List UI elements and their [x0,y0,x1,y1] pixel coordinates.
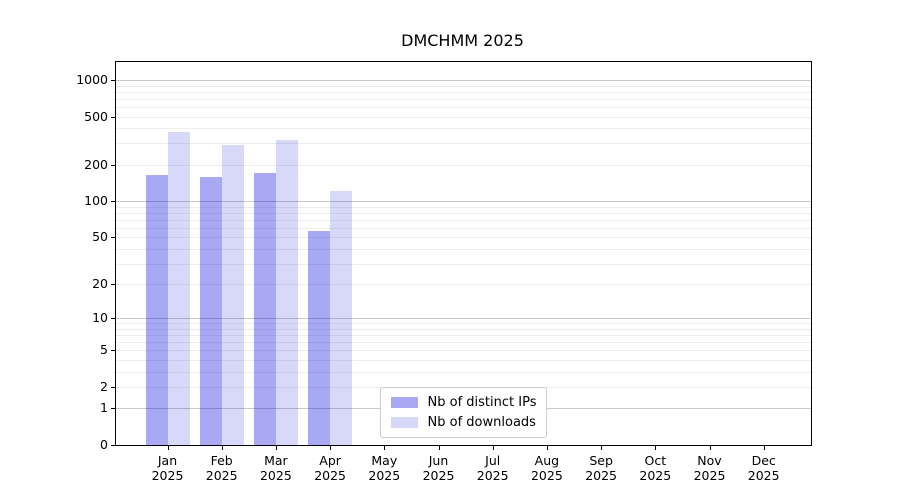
gridline [116,106,811,108]
y-tick-label: 1000 [76,72,108,87]
gridline [116,284,811,286]
legend-swatch-icon [390,417,418,428]
legend-label: Nb of downloads [427,415,536,430]
gridline [116,143,811,145]
y-tick-label: 50 [92,229,108,245]
gridline [116,206,811,208]
x-tick-label: Oct 2025 [639,453,672,483]
y-tick [111,445,115,446]
x-tick-label: Jun 2025 [422,453,455,483]
x-tick [601,446,603,450]
y-tick-label: 1 [100,400,108,416]
bar-downloads-mar [275,140,298,445]
x-tick [330,446,332,450]
chart-title: DMCHMM 2025 [401,31,524,50]
y-tick-label: 200 [84,156,108,172]
y-tick-label: 500 [84,108,108,124]
x-tick-label: Nov 2025 [693,453,726,483]
x-tick-label: Jul 2025 [476,453,509,483]
y-tick [111,350,115,352]
gridline [116,201,811,203]
gridline [116,85,811,87]
x-tick-label: May 2025 [368,453,401,483]
gridline [116,212,811,214]
x-tick [221,446,223,450]
gridline [116,237,811,239]
y-tick [111,387,115,388]
y-tick-label: 2 [100,379,108,394]
bar-distinct-ips-jan [145,174,168,445]
legend: Nb of distinct IPs Nb of downloads [379,387,548,438]
legend-item: Nb of distinct IPs [390,395,537,410]
bar-downloads-feb [221,145,244,445]
y-tick [111,408,115,410]
x-tick [438,446,440,450]
legend-label: Nb of distinct IPs [427,395,537,410]
gridline [116,323,811,325]
y-tick-label: 10 [92,310,108,326]
x-tick [709,446,711,450]
y-tick [111,164,115,166]
x-tick [275,446,277,450]
y-tick [111,237,115,239]
bar-downloads-apr [330,191,353,445]
gridline [116,318,811,320]
gridline [116,342,811,344]
x-tick-label: Aug 2025 [530,453,563,483]
gridline [116,335,811,337]
legend-swatch-icon [390,397,418,408]
x-tick-label: Mar 2025 [259,453,292,483]
gridline [116,219,811,221]
gridline [116,227,811,229]
x-tick-label: Sep 2025 [585,453,617,483]
gridline [116,98,811,100]
x-tick [546,446,548,450]
x-tick-label: Feb 2025 [205,453,238,483]
x-tick [655,446,657,450]
gridline [116,248,811,250]
gridline [116,116,811,118]
gridline [116,128,811,130]
gridline [116,164,811,166]
bar-distinct-ips-apr [308,231,331,445]
x-tick-label: Dec 2025 [747,453,780,483]
y-tick [111,284,115,286]
x-tick-label: Apr 2025 [314,453,346,483]
x-tick [384,446,386,450]
gridline [116,328,811,330]
y-tick [111,201,115,203]
bar-distinct-ips-feb [199,176,222,445]
gridline [116,360,811,361]
y-tick [111,80,115,81]
y-tick [111,318,115,320]
y-tick-label: 20 [92,276,108,292]
x-tick-label: Jan 2025 [151,453,184,483]
bar-distinct-ips-mar [253,172,276,445]
y-tick-label: 5 [100,342,108,358]
legend-item: Nb of downloads [390,415,537,430]
y-tick-label: 100 [84,193,108,209]
gridline [116,80,811,81]
gridline [116,371,811,373]
x-tick [492,446,494,450]
y-tick [111,116,115,118]
bar-downloads-jan [167,132,190,445]
x-tick [763,446,765,450]
gridline [116,263,811,265]
x-tick [167,446,169,450]
plot-area: Nb of distinct IPs Nb of downloads Jan 20… [76,61,812,483]
gridline [116,91,811,93]
gridline [116,350,811,352]
y-tick-label: 0 [100,437,108,452]
